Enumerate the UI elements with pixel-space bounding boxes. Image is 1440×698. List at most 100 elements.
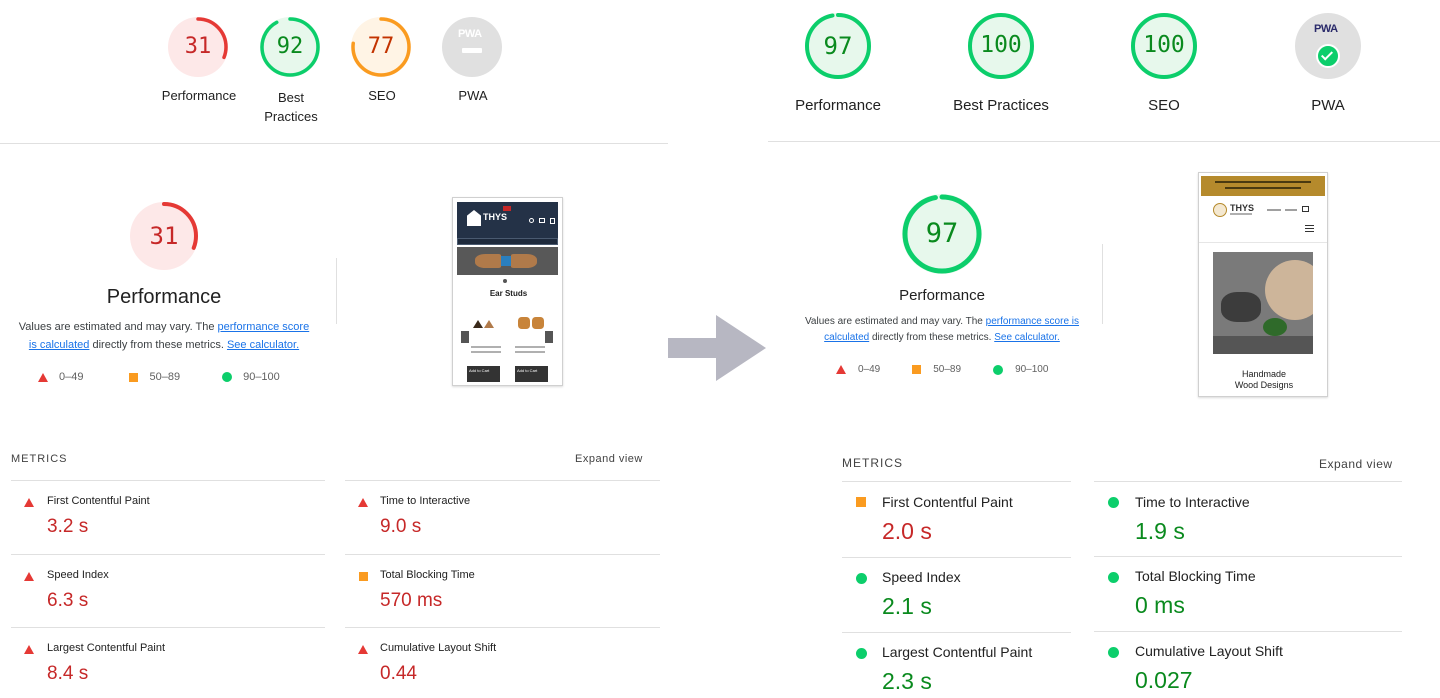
legend-pass: 90–100 xyxy=(222,371,280,383)
pwa-logo-text: PWA xyxy=(458,28,482,40)
gauge-label: SEO xyxy=(1148,97,1180,114)
gauge-pwa[interactable]: PWA PWA xyxy=(1295,13,1361,114)
wood-clock-image xyxy=(1265,260,1313,320)
house-logo-icon xyxy=(467,210,481,226)
gauge-best-practices[interactable]: 92 Best Practices xyxy=(260,17,322,124)
page-screenshot-thumbnail[interactable]: THYS Handmade Wood Designs xyxy=(1198,172,1328,397)
score-value: 77 xyxy=(367,34,395,59)
product-image xyxy=(532,317,544,329)
metric-tti[interactable]: Time to Interactive 1.9 s xyxy=(1094,481,1402,556)
score-arc xyxy=(805,13,871,79)
expand-view-button[interactable]: Expand view xyxy=(575,453,643,465)
category-title: Performance xyxy=(106,286,222,308)
page-screenshot-thumbnail[interactable]: THYS Ear Studs Add t xyxy=(452,197,563,386)
site-header: THYS xyxy=(457,202,558,242)
legend-label: 50–89 xyxy=(149,371,181,383)
triangle-icon xyxy=(358,645,368,654)
product-caption xyxy=(471,351,501,353)
square-icon xyxy=(129,372,139,382)
main-score-gauge[interactable]: 97 xyxy=(902,194,982,274)
after-report: 97 Performance 100 Best Practices 100 SE… xyxy=(768,0,1440,698)
metric-tbt[interactable]: Total Blocking Time 0 ms xyxy=(1094,556,1402,631)
header-divider xyxy=(1199,242,1327,243)
gauge-label: SEO xyxy=(368,88,396,103)
metrics-header: METRICS xyxy=(11,453,68,465)
note-text: directly from these metrics. xyxy=(89,339,227,351)
metric-name: Speed Index xyxy=(47,569,109,581)
legend-label: 0–49 xyxy=(858,364,881,375)
metric-name: First Contentful Paint xyxy=(882,494,1013,510)
gauge-pwa[interactable]: PWA PWA xyxy=(442,17,504,103)
check-circle-icon xyxy=(1316,44,1340,68)
score-value: 92 xyxy=(276,34,304,59)
compare-icon xyxy=(539,218,545,223)
triangle-icon xyxy=(38,372,48,382)
score-explanation: Values are estimated and may vary. The p… xyxy=(798,314,1086,346)
score-ring: 100 xyxy=(968,13,1034,79)
dash-icon xyxy=(462,48,482,53)
see-calculator-link[interactable]: See calculator. xyxy=(226,339,300,351)
product-caption xyxy=(515,351,545,353)
section-divider xyxy=(0,143,668,144)
pwa-badge: PWA xyxy=(442,17,502,77)
metric-tti[interactable]: Time to Interactive 9.0 s xyxy=(345,480,660,554)
gauge-best-practices[interactable]: 100 Best Practices xyxy=(953,13,1049,114)
gauge-performance[interactable]: 97 Performance xyxy=(795,13,881,114)
leaves-image xyxy=(1263,318,1287,336)
triangle-icon xyxy=(24,645,34,654)
product-caption xyxy=(515,346,545,348)
metric-cls[interactable]: Cumulative Layout Shift 0.44 xyxy=(345,627,660,698)
score-arc xyxy=(1131,13,1197,79)
gauge-seo[interactable]: 77 SEO xyxy=(351,17,413,103)
gauge-performance[interactable]: 31 Performance xyxy=(162,17,236,103)
hero-image xyxy=(457,247,558,275)
logo-icon xyxy=(1213,203,1227,217)
metric-tbt[interactable]: Total Blocking Time 570 ms xyxy=(345,554,660,627)
performance-score-link[interactable]: performance score xyxy=(217,321,310,333)
see-calculator-link[interactable]: See calculator. xyxy=(994,332,1060,343)
metric-name: Speed Index xyxy=(882,569,961,585)
square-icon xyxy=(359,572,368,581)
carousel-dot xyxy=(503,279,507,283)
circle-icon xyxy=(993,364,1004,375)
is-calculated-link[interactable]: is calculated xyxy=(28,339,90,351)
score-ring: 100 xyxy=(1131,13,1197,79)
bow-tie-left-image xyxy=(475,254,501,268)
score-legend: 0–49 50–89 90–100 xyxy=(836,364,1048,375)
metric-name: Cumulative Layout Shift xyxy=(1135,643,1283,659)
before-report: 31 Performance 92 Best Practices 77 xyxy=(0,0,668,698)
metric-value: 1.9 s xyxy=(1135,518,1185,544)
vertical-divider xyxy=(336,258,337,324)
metric-lcp[interactable]: Largest Contentful Paint 8.4 s xyxy=(11,627,325,698)
performance-score-link[interactable]: performance score is xyxy=(985,316,1080,327)
main-score-gauge[interactable]: 31 xyxy=(130,202,198,270)
legend-label: 50–89 xyxy=(933,364,962,375)
bow-tie-knot-image xyxy=(501,256,511,266)
metric-fcp[interactable]: First Contentful Paint 2.0 s xyxy=(842,481,1071,557)
score-arc xyxy=(260,17,320,77)
metric-value: 2.3 s xyxy=(882,668,932,694)
expand-view-button[interactable]: Expand view xyxy=(1319,457,1393,471)
metric-cls[interactable]: Cumulative Layout Shift 0.027 xyxy=(1094,631,1402,698)
caption-line: Handmade xyxy=(1241,369,1287,379)
metric-value: 3.2 s xyxy=(47,516,89,537)
metric-fcp[interactable]: First Contentful Paint 3.2 s xyxy=(11,480,325,554)
calculated-link[interactable]: calculated xyxy=(824,332,870,343)
legend-label: 90–100 xyxy=(243,371,280,383)
hero-caption: Handmade Wood Designs xyxy=(1199,369,1327,391)
score-arc xyxy=(968,13,1034,79)
metric-name: Largest Contentful Paint xyxy=(47,642,166,654)
score-arc xyxy=(168,17,228,77)
banner-text-line xyxy=(1225,187,1301,189)
triangle-icon xyxy=(24,498,34,507)
metric-lcp[interactable]: Largest Contentful Paint 2.3 s xyxy=(842,632,1071,698)
metric-speed-index[interactable]: Speed Index 6.3 s xyxy=(11,554,325,627)
gauge-label-line: Best xyxy=(277,90,304,105)
gauge-seo[interactable]: 100 SEO xyxy=(1131,13,1197,114)
legend-pass: 90–100 xyxy=(993,364,1048,375)
legend-average: 50–89 xyxy=(129,371,180,383)
metric-value: 8.4 s xyxy=(47,663,89,684)
cart-icon xyxy=(550,218,555,224)
metric-speed-index[interactable]: Speed Index 2.1 s xyxy=(842,557,1071,632)
metric-name: Cumulative Layout Shift xyxy=(380,642,497,654)
